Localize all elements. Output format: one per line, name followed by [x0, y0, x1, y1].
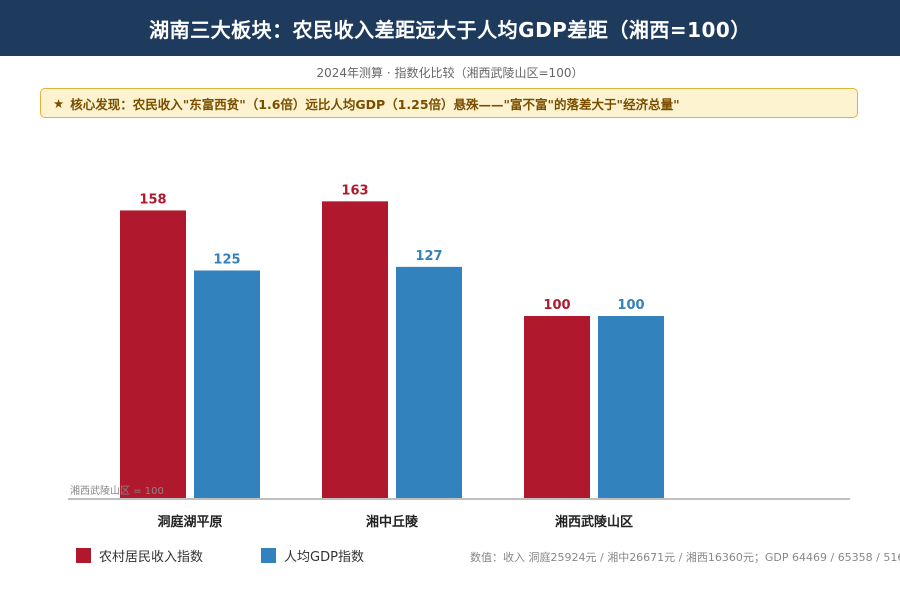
category-label-0: 洞庭湖平原 — [157, 514, 222, 530]
legend: 农村居民收入指数 人均GDP指数 — [76, 546, 422, 565]
bar-chart: 158 125 洞庭湖平原 163 127 湘中丘陵 100 100 湘西武陵山区 湘西武陵山区 … — [68, 183, 850, 530]
legend-item-gdp: 人均GDP指数 — [261, 546, 364, 565]
chart-title: 湖南三大板块：农民收入差距远大于人均GDP差距（湘西=100） — [149, 17, 751, 42]
data-label-2-0: 100 — [543, 298, 570, 313]
legend-label-gdp: 人均GDP指数 — [284, 550, 364, 565]
key-finding-callout: ★ 核心发现：农民收入"东富西贫"（1.6倍）远比人均GDP（1.25倍）悬殊—… — [40, 88, 858, 118]
legend-swatch-gdp — [261, 548, 277, 563]
data-label-0-0: 158 — [139, 192, 166, 207]
header-bar: 湖南三大板块：农民收入差距远大于人均GDP差距（湘西=100） — [0, 0, 900, 56]
bar-1-0 — [322, 201, 388, 498]
category-label-2: 湘西武陵山区 — [555, 514, 633, 530]
legend-label-income: 农村居民收入指数 — [99, 550, 204, 565]
data-label-1-0: 163 — [341, 183, 368, 198]
data-label-2-1: 100 — [617, 298, 644, 313]
key-finding-text: 核心发现：农民收入"东富西贫"（1.6倍）远比人均GDP（1.25倍）悬殊——"… — [70, 96, 680, 112]
bar-1-1 — [396, 266, 462, 498]
data-label-1-1: 127 — [415, 249, 442, 264]
bar-0-1 — [194, 270, 260, 498]
star-icon: ★ — [53, 95, 65, 111]
bar-0-0 — [120, 210, 186, 498]
legend-item-income: 农村居民收入指数 — [76, 546, 203, 565]
data-label-0-1: 125 — [213, 253, 240, 268]
data-note: 数值：收入 洞庭25924元 / 湘中26671元 / 湘西16360元；GDP… — [470, 551, 900, 564]
legend-swatch-income — [76, 548, 91, 563]
baseline-label: 湘西武陵山区 = 100 — [70, 484, 164, 497]
bar-2-1 — [598, 316, 664, 498]
bar-2-0 — [524, 316, 590, 498]
chart-subtitle: 2024年测算 · 指数化比较（湘西武陵山区=100） — [316, 66, 584, 80]
category-label-1: 湘中丘陵 — [366, 514, 419, 530]
